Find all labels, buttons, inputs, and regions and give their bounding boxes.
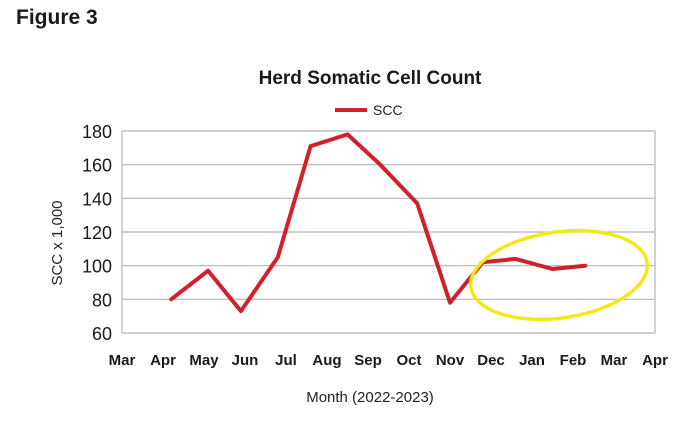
x-tick-labels: Mar Apr May Jun Jul Aug Sep Oct Nov Dec Jan Feb Mar A… <box>109 352 668 369</box>
x-tick-label: Aug <box>312 352 341 369</box>
x-tick-label: May <box>189 352 219 369</box>
y-tick-label: 120 <box>82 223 112 243</box>
x-tick-label: Mar <box>601 352 628 369</box>
x-tick-label: Mar <box>109 352 136 369</box>
y-tick-label: 180 <box>82 122 112 142</box>
x-tick-label: Dec <box>477 352 505 369</box>
x-tick-label: Oct <box>396 352 421 369</box>
y-tick-label: 100 <box>82 257 112 277</box>
figure-label: Figure 3 <box>16 6 98 29</box>
x-tick-label: Jan <box>519 352 545 369</box>
legend-label: SCC <box>373 102 403 118</box>
x-tick-label: Jul <box>275 352 297 369</box>
chart-title: Herd Somatic Cell Count <box>259 68 482 89</box>
series-line-scc <box>169 132 588 314</box>
x-axis-label: Month (2022-2023) <box>306 389 434 406</box>
x-tick-label: Feb <box>560 352 587 369</box>
y-tick-label: 60 <box>92 324 112 344</box>
highlight-ellipse <box>468 228 650 322</box>
y-tick-label: 80 <box>92 290 112 310</box>
y-axis-label: SCC x 1,000 <box>49 200 66 285</box>
x-tick-label: Apr <box>642 352 668 369</box>
x-tick-label: Sep <box>354 352 382 369</box>
x-tick-label: Nov <box>436 352 465 369</box>
y-tick-label: 140 <box>82 189 112 209</box>
x-tick-label: Jun <box>232 352 259 369</box>
y-tick-labels: 60 80 100 120 140 160 180 <box>82 122 112 344</box>
y-tick-label: 160 <box>82 156 112 176</box>
x-tick-label: Apr <box>150 352 176 369</box>
